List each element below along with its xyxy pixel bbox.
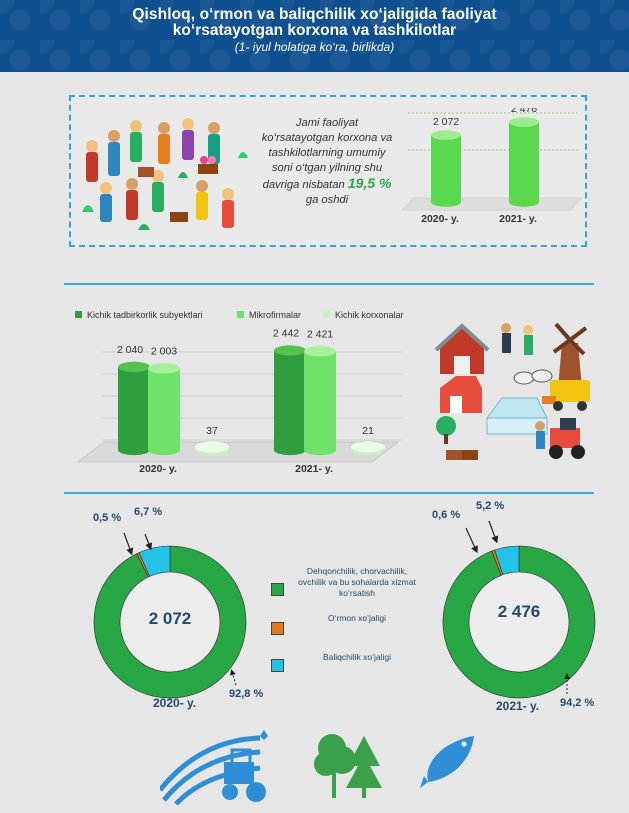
donut-chart-2020 [93, 545, 247, 699]
farmers-illustration [82, 118, 248, 230]
header-banner: Qishloq, o‘rmon va baliqchilik xo‘jaligi… [0, 0, 629, 72]
title-line-2: ko‘rsatayotgan korxona va tashkilotlar [172, 22, 457, 39]
legend-label-fish: Baliqchilik xo‘jaligi [322, 652, 392, 662]
total-bar-chart: 2 072 2020- y. 2 476 2021- y. [400, 108, 584, 225]
legend-small-business: Kichik tadbirkorlik subyektlari [75, 310, 203, 320]
grouped-bar-0-1 [274, 345, 306, 456]
tractor-field-icon [160, 730, 268, 805]
grouped-bar-1-0 [148, 363, 180, 456]
divider-top [64, 283, 594, 285]
total-value-label: 2 072 [433, 116, 459, 128]
donut-2020-total: 2 072 [148, 609, 192, 628]
grouped-value-label: 21 [362, 425, 374, 437]
legend-swatch-small-enterprises [323, 311, 330, 318]
donut-2020-fish-pct: 6,7 % [134, 506, 163, 518]
total-bar-2020- y. [431, 130, 461, 207]
tree-icon [436, 416, 456, 444]
farm-illustration [434, 322, 590, 460]
total-bar-2021- y. [509, 117, 539, 207]
windmill-icon [552, 322, 588, 388]
donut-2021-year: 2021- y. [496, 699, 540, 713]
donut-2021-agri-pct: 94,2 % [560, 697, 595, 709]
donut-2021-fish-pct: 5,2 % [476, 500, 505, 512]
cows-icon [513, 369, 553, 385]
donut-hole [121, 573, 219, 671]
legend-swatch-small-business [75, 311, 82, 318]
summary-text: Jami faoliyat ko‘rsatayotgan korxona va … [258, 116, 396, 208]
tractor-icon [549, 418, 585, 459]
summary-percent: 19,5 % [347, 175, 392, 191]
total-value-label: 2 476 [511, 108, 537, 115]
barn-icon [434, 323, 490, 374]
divider-bottom [64, 492, 594, 494]
red-barn-icon [440, 376, 482, 413]
donut-2021-forest-pct: 0,6 % [432, 509, 461, 521]
legend-label-agri: Dehqonchilik, chorvachilik, ovchilik va … [298, 566, 416, 598]
grouped-x-label: 2020- y. [139, 463, 177, 475]
donut-2020-agri-pct: 92,8 % [229, 688, 264, 700]
donut-hole [470, 573, 568, 671]
legend-swatch-forest [271, 622, 284, 635]
summary-text-after: ga oshdi [305, 194, 349, 206]
fish-icon [420, 736, 474, 788]
donut-chart-2021 [442, 545, 596, 699]
donut-2020-year: 2020- y. [153, 696, 197, 710]
legend-label-small-enterprises: Kichik korxonalar [335, 310, 404, 320]
grouped-bar-1-1 [304, 346, 336, 456]
legend-swatch-fish [271, 659, 284, 672]
grouped-value-label: 2 003 [151, 345, 177, 357]
grouped-value-label: 2 040 [117, 344, 143, 356]
legend-label-forest: O‘rmon xo‘jaligi [327, 613, 387, 623]
grouped-x-label: 2021- y. [295, 463, 333, 475]
title-line-1: Qishloq, o‘rmon va baliqchilik xo‘jaligi… [132, 6, 497, 23]
subtitle: (1- iyul holatiga ko‘ra, birlikda) [234, 40, 395, 54]
legend-label-microfirms: Mikrofirmalar [249, 310, 302, 320]
summary-text-before: Jami faoliyat ko‘rsatayotgan korxona va … [261, 117, 393, 191]
donut-slice-0 [442, 545, 596, 699]
donut-2020-forest-pct: 0,5 % [93, 512, 122, 524]
total-x-label: 2020- y. [421, 213, 459, 225]
greenhouse-icon [486, 397, 548, 435]
grouped-bar-chart: 2 040 2 442 2 003 2 421 37 21 2020- y. 2021- y. [76, 328, 402, 475]
legend-swatch-agri [271, 583, 284, 596]
grouped-value-label: 2 442 [273, 328, 299, 340]
donut-slice-0 [93, 545, 247, 699]
donut-2021-total: 2 476 [497, 602, 541, 621]
farmer-figures [86, 118, 234, 228]
grouped-bar-2-0 [195, 441, 229, 456]
legend-label-small-business: Kichik tadbirkorlik subyektlari [87, 310, 203, 320]
grouped-value-label: 37 [206, 425, 218, 437]
plants-and-crates [82, 152, 248, 230]
grouped-bar-0-0 [118, 361, 150, 456]
grouped-value-label: 2 421 [307, 328, 333, 340]
forest-trees-icon [314, 734, 382, 798]
donut-slice-2 [494, 545, 520, 576]
legend-microfirms: Mikrofirmalar [237, 310, 301, 320]
total-x-label: 2021- y. [499, 213, 537, 225]
crates-icon [446, 450, 478, 460]
workers-icon [501, 323, 545, 449]
grouped-bar-2-1 [351, 441, 385, 456]
harvester-icon [542, 380, 590, 411]
legend-swatch-microfirms [237, 311, 244, 318]
legend-small-enterprises: Kichik korxonalar [323, 310, 404, 320]
